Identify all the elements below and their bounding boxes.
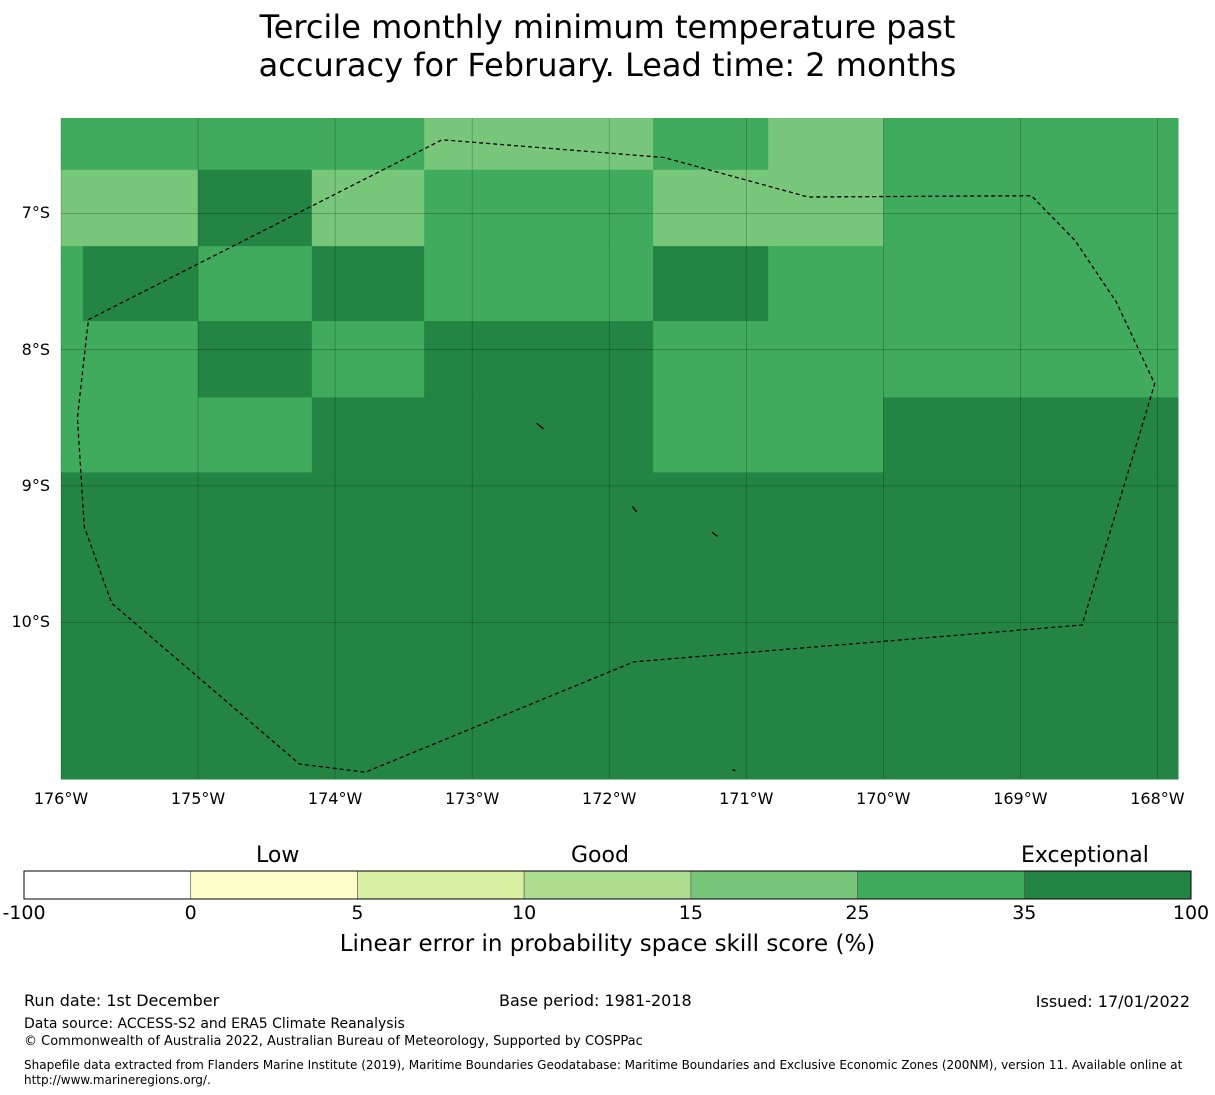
longitude-label: 175°W (170, 789, 226, 808)
island-outline (631, 506, 638, 513)
colorbar-category-good: Good (571, 843, 629, 868)
colorbar-tick-label: 10 (512, 902, 537, 924)
issued-date: Issued: 17/01/2022 (1035, 992, 1190, 1011)
colorbar-segment (523, 870, 692, 900)
grid-cell (424, 169, 654, 247)
grid-cell (883, 169, 1179, 247)
run-date: Run date: 1st December (24, 991, 220, 1010)
grid-cell (653, 169, 884, 247)
latitude-label: 9°S (21, 475, 50, 495)
grid-cell (61, 246, 84, 322)
longitude-label: 170°W (856, 789, 911, 808)
colorbar-tick-label: 35 (1012, 902, 1037, 924)
skill-grid (61, 118, 1179, 780)
grid-cell (61, 472, 1179, 780)
colorbar-tick-label: 15 (678, 902, 703, 924)
colorbar-label: Linear error in probability space skill … (339, 931, 876, 957)
eez-boundary-layer (76, 139, 1156, 773)
grid-cell (198, 169, 313, 247)
grid-cell (653, 397, 884, 473)
colorbar-tick-label: -100 (2, 902, 46, 924)
title-line-2: accuracy for February. Lead time: 2 mont… (258, 46, 957, 84)
colorbar-segment (1023, 870, 1192, 900)
copyright: © Commonwealth of Australia 2022, Austra… (24, 1034, 643, 1049)
data-source: Data source: ACCESS-S2 and ERA5 Climate … (24, 1016, 405, 1032)
grid-cell (61, 118, 425, 171)
grid-cell (424, 246, 654, 322)
colorbar-tick-label: 5 (351, 902, 364, 924)
grid-cell (653, 246, 769, 322)
shapefile-credit: Shapefile data extracted from Flanders M… (24, 1058, 1183, 1087)
map-title: Tercile monthly minimum temperature past… (0, 8, 1215, 84)
grid-cell (61, 169, 199, 247)
latitude-label: 8°S (21, 339, 50, 359)
eez-boundary (76, 139, 1156, 773)
grid-cell (311, 397, 654, 473)
longitude-label: 174°W (307, 789, 363, 808)
colorbar-segment (23, 870, 192, 900)
longitude-label: 168°W (1130, 789, 1185, 808)
colorbar-frame (23, 870, 1192, 900)
longitude-label: 176°W (33, 789, 89, 808)
island-outline (536, 422, 544, 430)
grid-cell (883, 118, 1179, 171)
grid-cell (424, 118, 654, 171)
latitude-label: 7°S (21, 203, 50, 223)
grid-cell (61, 321, 199, 398)
longitude-label: 169°W (993, 789, 1048, 808)
colorbar-segment (857, 870, 1025, 900)
grid-cell (61, 397, 313, 473)
title-line-1: Tercile monthly minimum temperature past (259, 8, 956, 46)
longitude-label: 173°W (444, 789, 500, 808)
latitude-label: 10°S (11, 612, 50, 632)
grid-cell (768, 246, 1179, 322)
graticule (60, 118, 1178, 779)
base-period: Base period: 1981-2018 (499, 991, 692, 1010)
colorbar-category-low: Low (256, 843, 300, 868)
colorbar-segment (357, 870, 525, 900)
grid-cell (424, 321, 654, 398)
colorbar-category-exceptional: Exceptional (1021, 843, 1149, 868)
colorbar-segment (690, 870, 858, 900)
colorbar-tick-label: 25 (845, 902, 870, 924)
longitude-label: 171°W (719, 789, 774, 808)
grid-cell (311, 246, 425, 322)
colorbar-tick-label: 0 (184, 902, 197, 924)
grid-cell (883, 397, 1179, 473)
grid-cell (198, 321, 313, 398)
island-outline (711, 531, 718, 537)
colorbar-segment (190, 870, 358, 900)
grid-cell (653, 118, 769, 171)
island-outline (732, 768, 736, 772)
grid-cell (198, 246, 313, 322)
grid-cell (311, 169, 425, 247)
colorbar-tick-label: 100 (1172, 902, 1210, 924)
grid-cell (82, 246, 199, 322)
grid-cell (768, 118, 884, 171)
colorbar (23, 870, 1192, 900)
longitude-label: 172°W (582, 789, 637, 808)
grid-cell (653, 321, 1179, 398)
islands-layer (536, 422, 736, 772)
grid-cell (311, 321, 425, 398)
